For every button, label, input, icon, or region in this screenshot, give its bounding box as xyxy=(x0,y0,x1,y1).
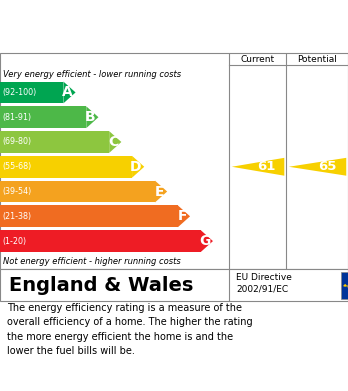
Polygon shape xyxy=(178,205,190,227)
Bar xyxy=(0,106,86,128)
Text: (69-80): (69-80) xyxy=(3,138,32,147)
Text: D: D xyxy=(130,160,142,174)
Polygon shape xyxy=(232,158,284,176)
Polygon shape xyxy=(155,181,167,203)
Polygon shape xyxy=(201,230,213,252)
Text: Potential: Potential xyxy=(297,55,337,64)
Text: (21-38): (21-38) xyxy=(3,212,32,221)
Text: E: E xyxy=(155,185,164,199)
Text: Current: Current xyxy=(240,55,275,64)
Text: England & Wales: England & Wales xyxy=(9,276,193,294)
Text: Energy Efficiency Rating: Energy Efficiency Rating xyxy=(9,29,219,44)
Text: (92-100): (92-100) xyxy=(3,88,37,97)
Bar xyxy=(0,82,63,103)
Text: EU Directive
2002/91/EC: EU Directive 2002/91/EC xyxy=(236,273,292,294)
Polygon shape xyxy=(86,106,98,128)
Bar xyxy=(0,156,132,178)
Text: 61: 61 xyxy=(258,160,276,173)
Bar xyxy=(0,230,201,252)
Text: (55-68): (55-68) xyxy=(3,162,32,171)
Text: G: G xyxy=(199,234,210,248)
Bar xyxy=(0,131,109,153)
Text: (39-54): (39-54) xyxy=(3,187,32,196)
Text: (1-20): (1-20) xyxy=(3,237,27,246)
Text: Very energy efficient - lower running costs: Very energy efficient - lower running co… xyxy=(3,70,182,79)
Text: (81-91): (81-91) xyxy=(3,113,32,122)
Polygon shape xyxy=(109,131,121,153)
Polygon shape xyxy=(289,158,346,176)
Bar xyxy=(341,272,348,298)
Text: A: A xyxy=(62,86,73,99)
Polygon shape xyxy=(132,156,144,178)
Text: 65: 65 xyxy=(318,160,336,173)
Bar xyxy=(0,205,178,227)
Text: F: F xyxy=(178,209,187,223)
Text: The energy efficiency rating is a measure of the
overall efficiency of a home. T: The energy efficiency rating is a measur… xyxy=(7,303,253,356)
Polygon shape xyxy=(63,82,76,103)
Bar xyxy=(0,181,155,203)
Text: B: B xyxy=(85,110,96,124)
Text: C: C xyxy=(108,135,119,149)
Text: Not energy efficient - higher running costs: Not energy efficient - higher running co… xyxy=(3,257,181,266)
